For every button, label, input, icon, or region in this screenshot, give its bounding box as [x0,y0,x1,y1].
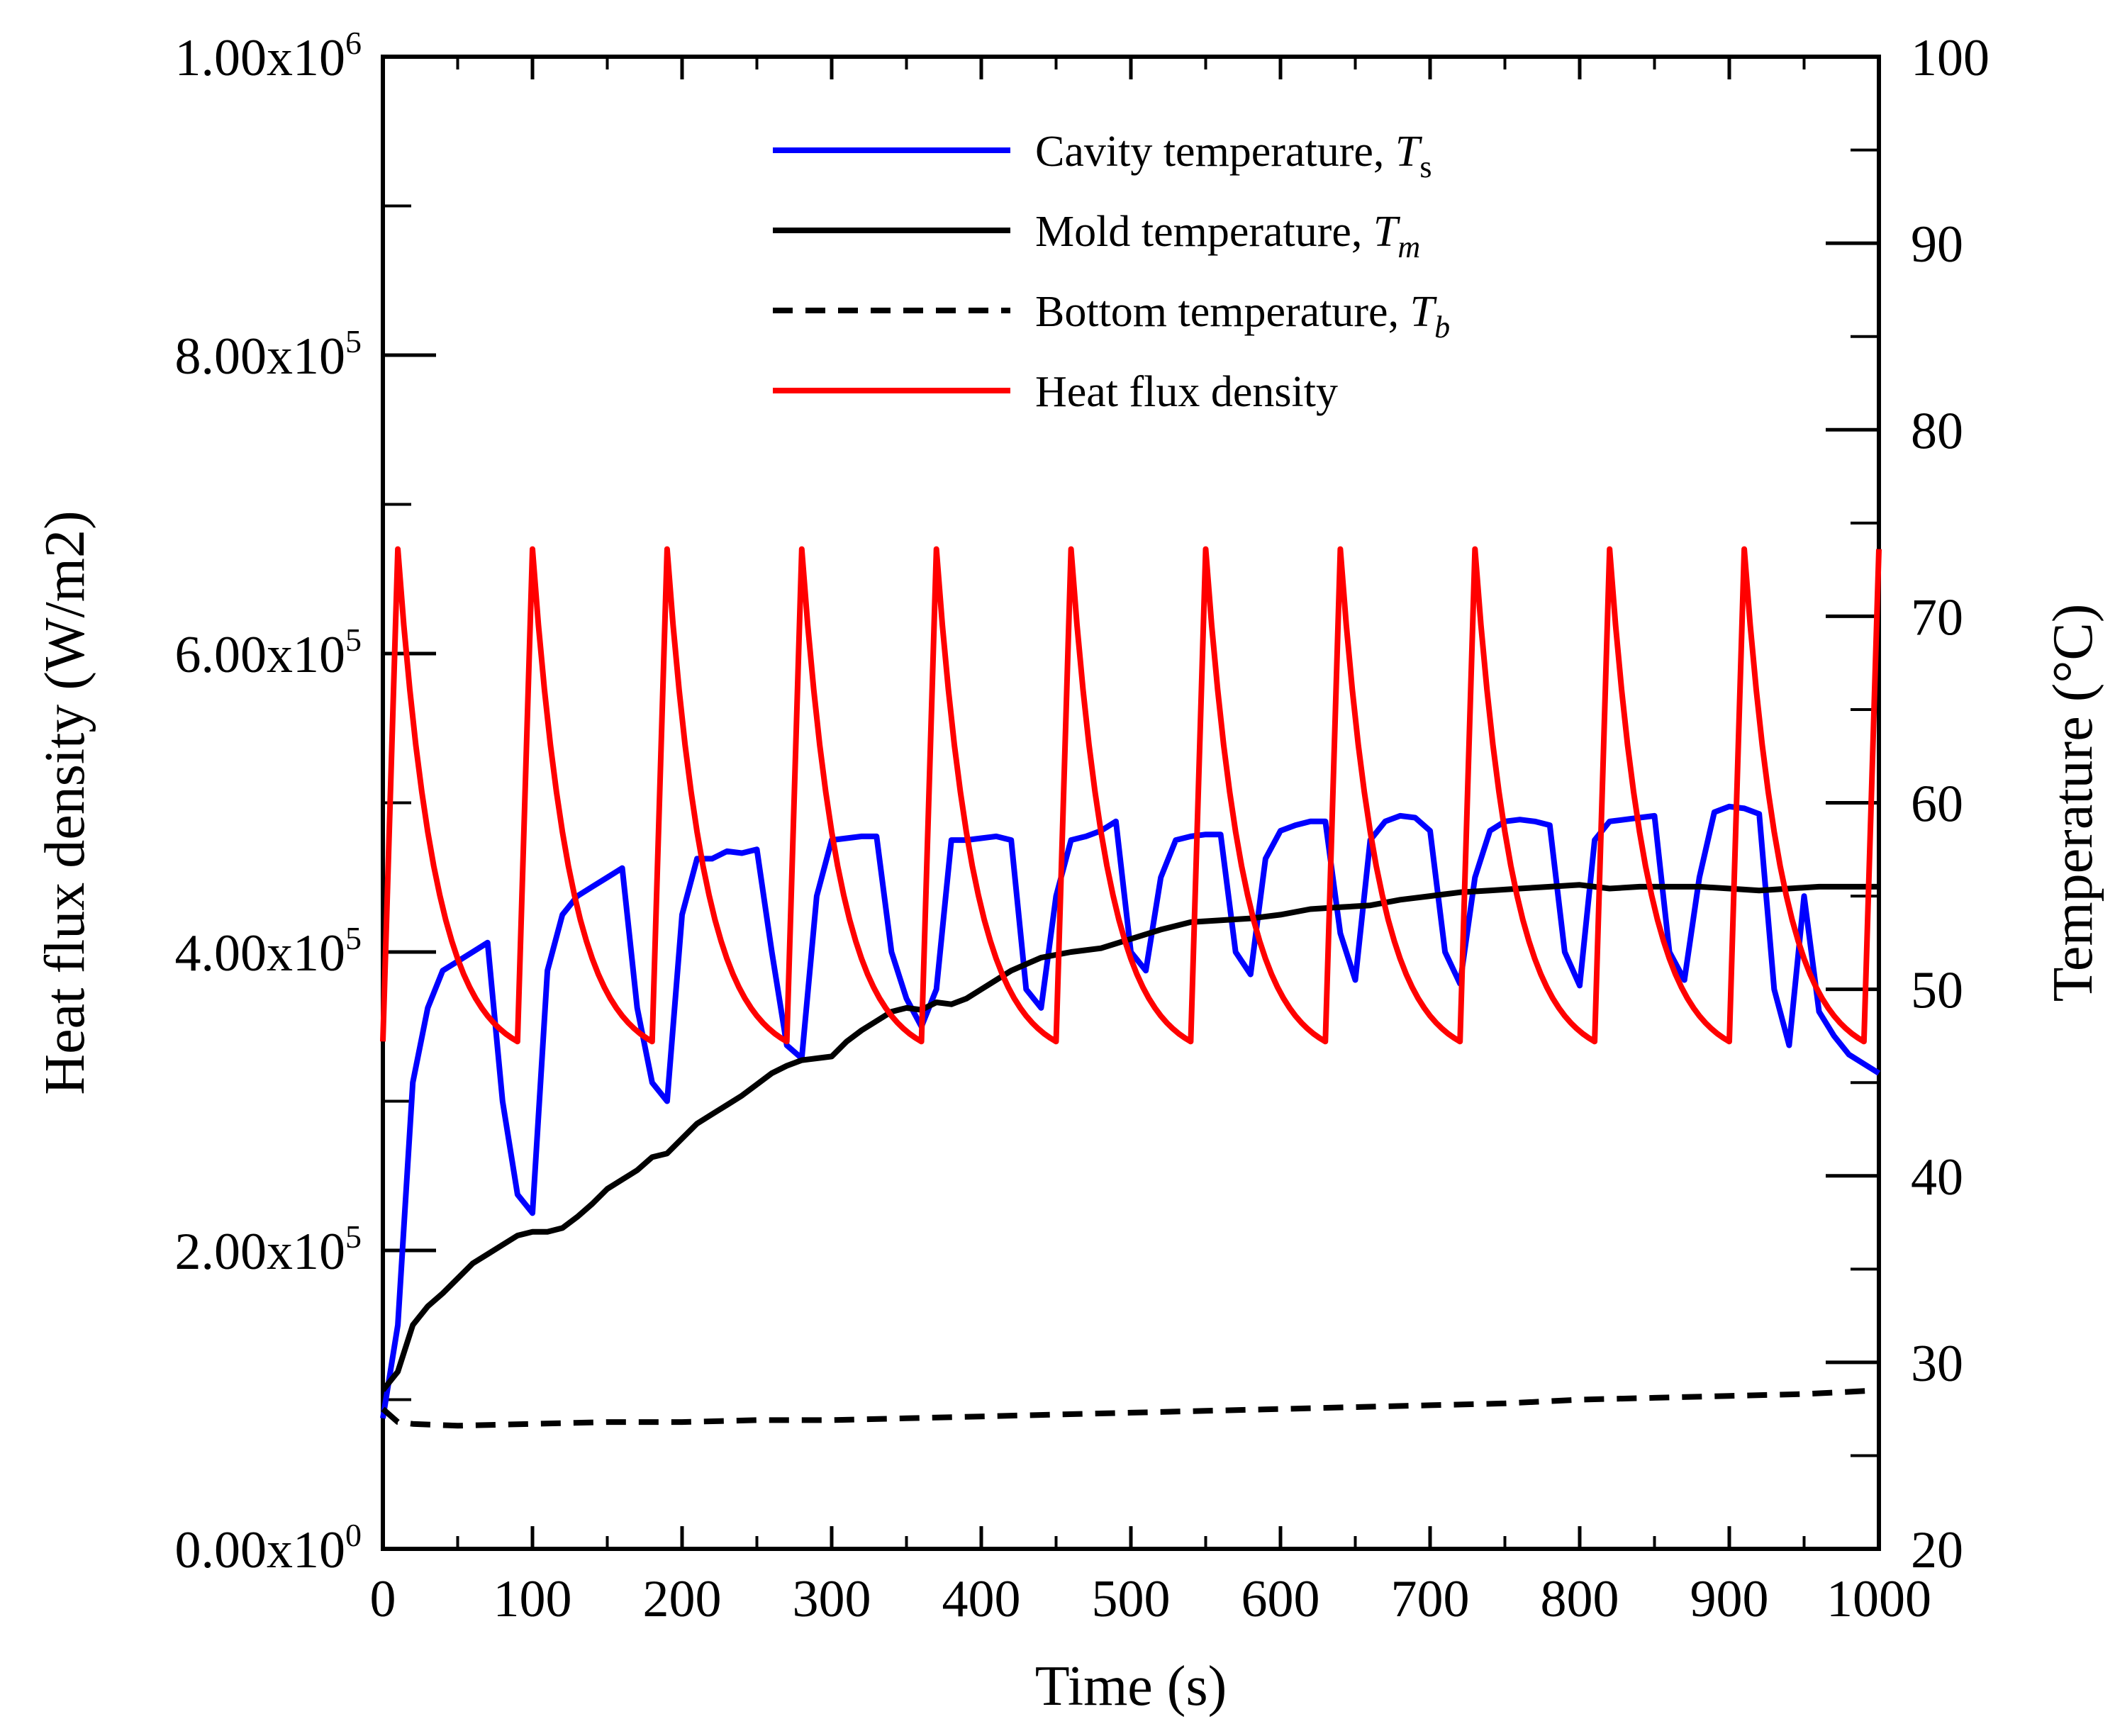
x-tick-label: 700 [1391,1570,1470,1628]
x-tick-label: 400 [942,1570,1021,1628]
legend-name: Heat flux density [1035,368,1338,416]
x-tick-label: 500 [1092,1570,1171,1628]
y-left-tick-label: 0.00x100 [175,1517,362,1579]
y-left-tick-mantissa: 4.00x10 [175,924,346,982]
y-right-tick-label: 100 [1911,29,1990,87]
plot-frame [381,55,1881,1551]
legend-label-2: Bottom temperature, Tb [1035,288,1450,345]
y-right-tick-label: 40 [1911,1148,1963,1206]
legend-variable: T [1410,288,1438,336]
legend-subscript: b [1434,310,1450,345]
x-tick-label: 100 [493,1570,572,1628]
y-left-tick-mantissa: 6.00x10 [175,626,346,684]
y-left-tick-mantissa: 2.00x10 [175,1223,346,1281]
legend-label-3: Heat flux density [1035,368,1338,416]
legend-name: Bottom temperature, [1035,288,1410,336]
legend-variable: T [1373,208,1401,256]
y-left-tick-label: 6.00x105 [175,622,362,684]
series-line-3 [380,546,1882,1045]
x-tick-label: 0 [370,1570,396,1628]
y-right-tick-label: 50 [1911,962,1963,1020]
y-left-tick-mantissa: 1.00x10 [175,29,346,87]
y-left-tick-mantissa: 0.00x10 [175,1521,346,1579]
y-right-tick-label: 20 [1911,1521,1963,1579]
y-left-axis-title: Heat flux density (W/m2) [34,510,96,1094]
y-right-tick-label: 80 [1911,402,1963,460]
y-left-tick-exponent: 5 [345,622,362,658]
y-left-tick-label: 1.00x106 [175,25,362,87]
axes: 0 100 200 300 400 500 600 700 800 900 10000.00x100… [34,25,2104,1718]
y-left-tick-exponent: 5 [345,323,362,359]
x-tick-label: 900 [1690,1570,1769,1628]
x-tick-label: 300 [793,1570,871,1628]
y-left-tick-exponent: 0 [345,1517,362,1553]
series-group [380,546,1882,1429]
legend-subscript: s [1419,150,1432,184]
series-line-1 [380,882,1879,1392]
legend-variable: T [1395,128,1423,176]
x-tick-label: 1000 [1826,1570,1931,1628]
legend-label-1: Mold temperature, Tm [1035,208,1420,264]
y-left-tick-exponent: 5 [345,1219,362,1255]
y-right-tick-label: 30 [1911,1335,1963,1393]
legend-subscript: m [1397,230,1420,264]
y-right-axis-title: Temperature (°C) [2042,604,2104,1002]
y-right-tick-label: 60 [1911,775,1963,834]
legend: Cavity temperature, Ts Mold temperature, … [773,128,1450,416]
y-left-tick-label: 4.00x105 [175,920,362,982]
y-left-tick-label: 2.00x105 [175,1219,362,1281]
y-right-tick-label: 70 [1911,588,1963,646]
y-right-tick-label: 90 [1911,215,1963,274]
legend-label-0: Cavity temperature, Ts [1035,128,1432,184]
y-left-tick-exponent: 6 [345,25,362,61]
y-left-tick-label: 8.00x105 [175,323,362,386]
x-tick-label: 800 [1541,1570,1619,1628]
y-left-tick-mantissa: 8.00x10 [175,327,346,386]
legend-name: Mold temperature, [1035,208,1373,256]
y-left-tick-exponent: 5 [345,920,362,956]
legend-name: Cavity temperature, [1035,128,1395,176]
series-line-2 [381,1387,1880,1429]
x-tick-label: 200 [643,1570,722,1628]
x-tick-label: 600 [1241,1570,1320,1628]
x-axis-title: Time (s) [1035,1655,1227,1718]
